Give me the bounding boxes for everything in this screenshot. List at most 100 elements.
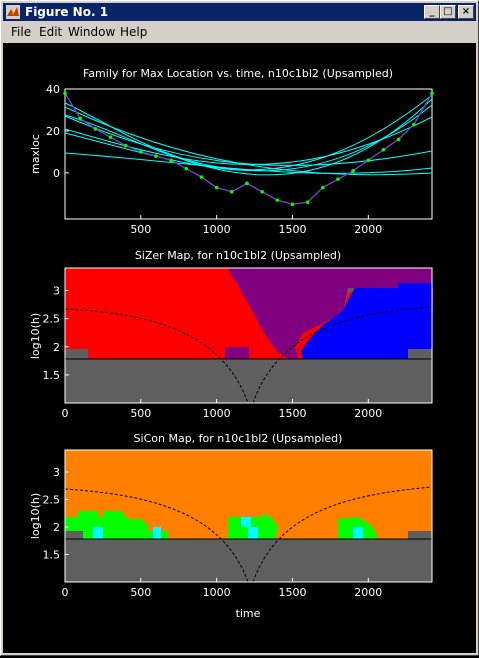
sizer-purple-patch [225, 347, 249, 359]
sicon-dashed-left [64, 488, 249, 583]
x-tick-label: 1000 [203, 223, 231, 236]
family-curve-3 [64, 116, 433, 165]
sicon-x-ticks: 0 500 1000 1500 2000 [62, 578, 382, 599]
family-data-point [214, 185, 219, 190]
sizer-region-decreasing [301, 283, 432, 359]
close-icon: × [461, 6, 471, 17]
x-tick-label: 2000 [354, 586, 382, 599]
x-tick-label: 1500 [278, 407, 306, 420]
maximize-button[interactable]: □ [440, 5, 456, 19]
sicon-cyan-patch-3a [241, 517, 251, 527]
y-tick-label: 2 [53, 341, 60, 354]
x-tick-label: 2000 [354, 223, 382, 236]
sizer-region-insignificant [228, 268, 432, 360]
sizer-y-ticks: 3 2.5 2 1.5 [43, 285, 69, 382]
sicon-gray-corner-left [65, 531, 83, 539]
sizer-dashed-right [252, 306, 433, 404]
family-data-point [430, 91, 434, 95]
x-tick-label: 1000 [203, 407, 231, 420]
sizer-gray-corner-right [408, 349, 432, 359]
y-tick-label: 0 [53, 167, 60, 180]
family-data-point [275, 198, 280, 202]
family-data-point [336, 177, 340, 181]
family-data-point [123, 143, 128, 148]
family-x-ticks: 500 1000 1500 2000 [130, 215, 382, 236]
sizer-gray-band [65, 359, 432, 403]
sizer-dashed-left [64, 308, 249, 404]
family-data-point [351, 168, 355, 173]
family-curve-5 [64, 98, 433, 176]
close-button[interactable]: × [458, 5, 474, 19]
sicon-cyan-patch-3b [248, 527, 258, 539]
sicon-gray-band [65, 539, 432, 582]
sizer-y-label: log10(h) [29, 313, 42, 359]
menu-file[interactable]: File [11, 25, 32, 39]
family-data-point [63, 91, 67, 95]
y-tick-label: 1.5 [43, 549, 61, 562]
x-tick-label: 0 [62, 407, 69, 420]
family-plot: Family for Max Location vs. time, n10c1b… [29, 67, 434, 236]
x-tick-label: 500 [130, 223, 151, 236]
family-data-point [412, 122, 416, 127]
family-data-point [290, 202, 295, 207]
sicon-y-label: log10(h) [29, 493, 42, 539]
y-tick-label: 2 [53, 521, 60, 534]
x-tick-label: 500 [130, 586, 151, 599]
family-data-point [381, 148, 386, 152]
family-y-label: maxloc [29, 134, 42, 174]
family-data-point [199, 175, 204, 179]
family-data-point [396, 137, 401, 142]
family-curve-1 [64, 106, 433, 176]
sicon-map: SiCon Map, for n10c1bl2 (Upsampled) [29, 432, 433, 620]
title-bar[interactable]: Figure No. 1 _ □ × [3, 3, 476, 21]
window-title: Figure No. 1 [25, 5, 109, 19]
sicon-green-patch-1b [78, 511, 98, 517]
sizer-map: SiZer Map, for n10c1bl2 (Upsampled) [29, 249, 433, 420]
family-curve-6 [64, 94, 433, 171]
y-tick-label: 1.5 [43, 369, 61, 382]
family-data-point [93, 127, 98, 131]
x-tick-label: 0 [62, 586, 69, 599]
figure-canvas: Family for Max Location vs. time, n10c1b… [3, 43, 476, 653]
family-data-point [321, 185, 325, 190]
family-data-point [184, 166, 189, 171]
family-data-point [108, 135, 113, 140]
family-plot-title: Family for Max Location vs. time, n10c1b… [83, 67, 393, 80]
sicon-y-ticks: 3 2.5 2 1.5 [43, 466, 69, 562]
menu-window[interactable]: Window [68, 25, 116, 39]
family-data-point [260, 189, 264, 194]
menu-help[interactable]: Help [120, 25, 148, 39]
x-tick-label: 2000 [354, 407, 382, 420]
menu-edit[interactable]: Edit [39, 25, 63, 39]
sizer-map-axes [64, 267, 433, 404]
family-curves [64, 94, 433, 176]
x-tick-label: 1500 [278, 223, 306, 236]
y-tick-label: 3 [53, 285, 60, 298]
y-tick-label: 40 [46, 83, 60, 96]
family-data-point [230, 189, 234, 194]
family-data-points [63, 91, 434, 207]
sicon-cyan-patch-2 [153, 527, 161, 539]
sicon-green-patch-3 [228, 513, 278, 539]
figure-plots: Family for Max Location vs. time, n10c1b… [29, 67, 434, 620]
minimize-icon: _ [429, 6, 435, 17]
family-data-point [169, 158, 173, 163]
menu-bar: File Edit Window Help [3, 23, 476, 41]
x-tick-label: 1000 [203, 586, 231, 599]
sizer-x-ticks: 0 500 1000 1500 2000 [62, 399, 382, 420]
y-tick-label: 2.5 [43, 494, 61, 507]
sicon-regions [64, 486, 433, 583]
sicon-map-title: SiCon Map, for n10c1bl2 (Upsampled) [134, 432, 343, 445]
family-plot-axes [64, 88, 433, 220]
sicon-gray-corner-right [408, 531, 432, 539]
family-data-point [78, 116, 82, 121]
family-curve-7 [64, 152, 433, 174]
sizer-regions [64, 268, 433, 404]
family-data-point [305, 200, 310, 205]
sicon-cyan-patch-1 [93, 527, 103, 539]
family-data-point [366, 158, 371, 163]
sicon-green-patch-1 [65, 511, 143, 539]
minimize-button[interactable]: _ [424, 5, 440, 19]
family-data-point [139, 150, 143, 154]
